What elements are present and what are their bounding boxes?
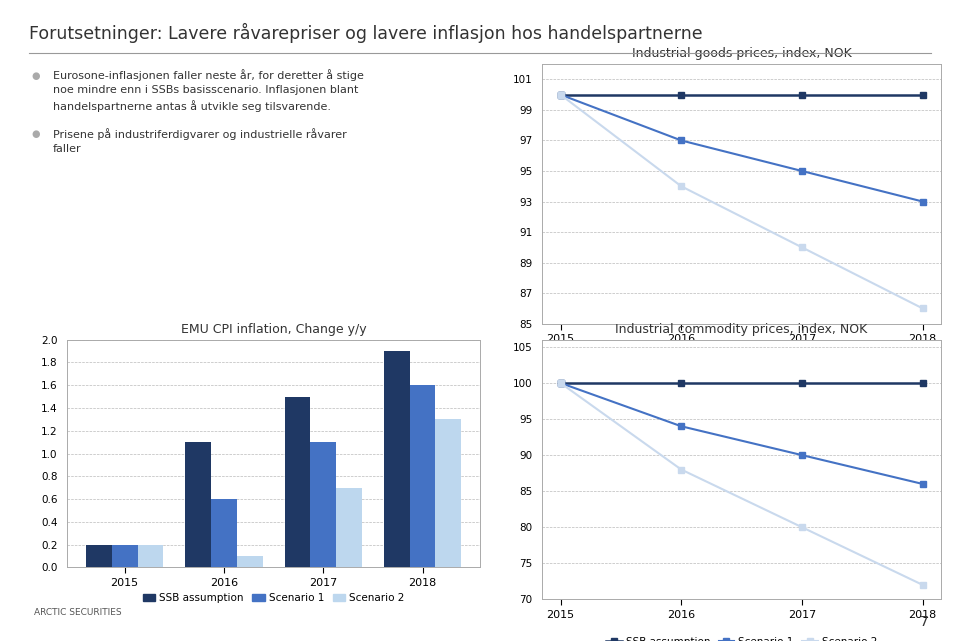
Text: Eurosone-inflasjonen faller neste år, for deretter å stige: Eurosone-inflasjonen faller neste år, fo…: [53, 69, 364, 81]
Scenario 2: [917, 304, 928, 312]
Line: Scenario 1: Scenario 1: [558, 380, 925, 487]
Text: handelspartnerne antas å utvikle seg tilsvarende.: handelspartnerne antas å utvikle seg til…: [53, 100, 331, 112]
Bar: [336, 488, 362, 567]
Bar: [284, 397, 310, 567]
Text: ●: ●: [32, 129, 40, 140]
Scenario 2: [796, 523, 807, 531]
Legend: SSB assumption, Scenario 1, Scenario 2: SSB assumption, Scenario 1, Scenario 2: [138, 589, 409, 608]
Scenario 1: [555, 91, 566, 99]
Line: Scenario 1: Scenario 1: [558, 92, 925, 204]
SSB assumption: [676, 379, 687, 387]
Bar: [237, 556, 263, 567]
Text: 7: 7: [920, 615, 928, 629]
Scenario 1: [796, 451, 807, 459]
Scenario 1: [555, 379, 566, 387]
Text: faller: faller: [53, 144, 82, 154]
Line: SSB assumption: SSB assumption: [558, 380, 925, 386]
Text: Prisene på industriferdigvarer og industrielle råvarer: Prisene på industriferdigvarer og indust…: [53, 128, 347, 140]
Scenario 2: [555, 379, 566, 387]
Scenario 1: [676, 422, 687, 430]
Title: Industrial commodity prices, index, NOK: Industrial commodity prices, index, NOK: [615, 323, 868, 336]
SSB assumption: [555, 91, 566, 99]
SSB assumption: [555, 379, 566, 387]
SSB assumption: [796, 379, 807, 387]
Scenario 2: [555, 91, 566, 99]
Bar: [137, 545, 163, 567]
Bar: [211, 499, 237, 567]
Text: ARCTIC SECURITIES: ARCTIC SECURITIES: [34, 608, 121, 617]
Legend: SSB assumption, Scenario 1, Scenario 2: SSB assumption, Scenario 1, Scenario 2: [602, 357, 881, 376]
Scenario 1: [796, 167, 807, 175]
Text: ●: ●: [32, 71, 40, 81]
Bar: [384, 351, 410, 567]
Line: Scenario 2: Scenario 2: [558, 92, 925, 312]
Bar: [111, 545, 137, 567]
Text: Forutsetninger: Lavere råvarepriser og lavere inflasjon hos handelspartnerne: Forutsetninger: Lavere råvarepriser og l…: [29, 22, 703, 42]
Scenario 1: [676, 137, 687, 144]
Text: noe mindre enn i SSBs basisscenario. Inflasjonen blant: noe mindre enn i SSBs basisscenario. Inf…: [53, 85, 358, 95]
SSB assumption: [917, 91, 928, 99]
Line: Scenario 2: Scenario 2: [558, 380, 925, 588]
Scenario 2: [917, 581, 928, 588]
Line: SSB assumption: SSB assumption: [558, 92, 925, 98]
Scenario 2: [676, 183, 687, 190]
Bar: [185, 442, 211, 567]
Title: Industrial goods prices, index, NOK: Industrial goods prices, index, NOK: [632, 47, 852, 60]
Bar: [310, 442, 336, 567]
Scenario 1: [917, 197, 928, 205]
SSB assumption: [676, 91, 687, 99]
Scenario 2: [796, 244, 807, 251]
Bar: [86, 545, 111, 567]
Bar: [436, 419, 461, 567]
Bar: [410, 385, 436, 567]
Title: EMU CPI inflation, Change y/y: EMU CPI inflation, Change y/y: [180, 323, 367, 336]
Scenario 2: [676, 466, 687, 474]
SSB assumption: [917, 379, 928, 387]
SSB assumption: [796, 91, 807, 99]
Legend: SSB assumption, Scenario 1, Scenario 2: SSB assumption, Scenario 1, Scenario 2: [602, 633, 881, 641]
Scenario 1: [917, 480, 928, 488]
